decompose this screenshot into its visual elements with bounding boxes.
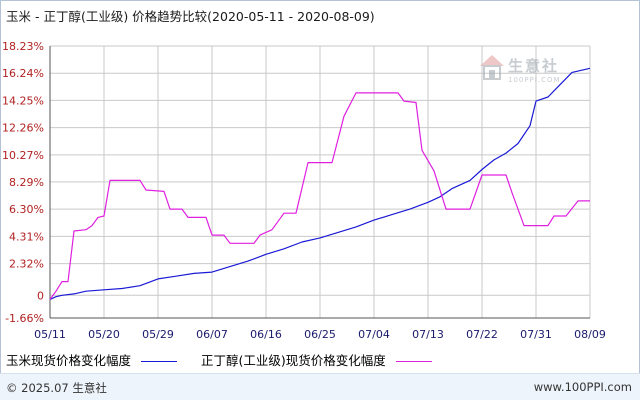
y-tick-label: 16.24% (2, 67, 44, 80)
copyright-text: © 2025.07 生意社 (6, 381, 107, 395)
chart-title: 玉米 - 正丁醇(工业级) 价格趋势比较(2020-05-11 - 2020-0… (6, 9, 375, 24)
watermark-brand: 生意社 (508, 57, 560, 75)
y-tick-label: 14.25% (2, 94, 44, 107)
series-line-2 (49, 92, 590, 300)
x-tick-label: 06/25 (304, 328, 336, 341)
y-tick-label: 2.32% (9, 258, 44, 271)
x-tick-label: 08/09 (574, 328, 606, 341)
y-tick-label: 10.27% (2, 149, 44, 162)
legend-swatch-series2 (395, 361, 432, 362)
y-tick-label: 8.29% (9, 176, 44, 189)
x-tick-label: 07/22 (466, 328, 498, 341)
x-tick-label: 07/31 (520, 328, 552, 341)
x-tick-label: 05/29 (142, 328, 174, 341)
x-tick-label: 07/04 (358, 328, 390, 341)
site-link[interactable]: www.100PPI.com (533, 380, 632, 394)
watermark-logo: 生意社 100PPI.COM (478, 52, 588, 92)
y-tick-label: -1.66% (5, 312, 44, 325)
footer-bar: © 2025.07 生意社 www.100PPI.com (0, 373, 640, 400)
chart-legend: 玉米现货价格变化幅度 正丁醇(工业级)现货价格变化幅度 (6, 350, 438, 369)
x-tick-label: 06/16 (250, 328, 282, 341)
y-tick-label: 4.31% (9, 230, 44, 243)
series-line-1 (49, 67, 591, 300)
x-tick-label: 06/07 (196, 328, 228, 341)
x-tick-label: 05/20 (88, 328, 120, 341)
watermark-url: 100PPI.COM (508, 76, 561, 84)
y-tick-label: 6.30% (9, 203, 44, 216)
legend-label-series1: 玉米现货价格变化幅度 (6, 353, 132, 368)
x-tick-label: 07/13 (412, 328, 444, 341)
y-tick-label: 0 (37, 289, 44, 302)
legend-label-series2: 正丁醇(工业级)现货价格变化幅度 (200, 353, 386, 368)
legend-swatch-series1 (141, 361, 178, 362)
x-tick-label: 05/11 (34, 328, 66, 341)
y-tick-label: 12.26% (2, 122, 44, 135)
y-tick-label: 18.23% (2, 40, 44, 53)
house-logo-icon (480, 55, 504, 80)
